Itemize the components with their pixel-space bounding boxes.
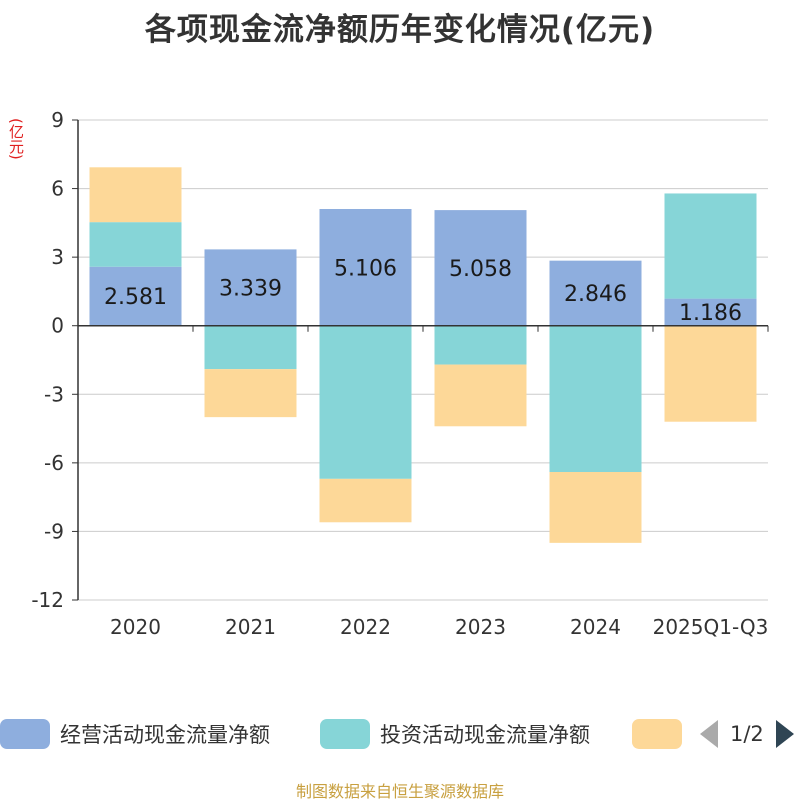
legend-label-investing: 投资活动现金流量净额 bbox=[380, 723, 590, 747]
chart-title: 各项现金流净额历年变化情况(亿元) bbox=[144, 12, 656, 48]
bar-investing-2022 bbox=[319, 325, 412, 479]
bar-operating-2021 bbox=[204, 249, 297, 326]
bar-value-label: 3.339 bbox=[219, 277, 282, 302]
data-source-note: 制图数据来自恒生聚源数据库 bbox=[295, 782, 504, 801]
y-tick-label: -3 bbox=[44, 382, 64, 406]
bar-operating-2024 bbox=[549, 260, 642, 326]
bar-value-label: 1.186 bbox=[679, 301, 742, 326]
next-page-icon[interactable] bbox=[775, 720, 794, 748]
bar-financing-2021 bbox=[204, 369, 297, 418]
bar-financing-2023 bbox=[434, 364, 527, 427]
bar-operating-2020 bbox=[89, 266, 182, 326]
legend-page-indicator: 1/2 bbox=[730, 722, 764, 746]
bar-value-label: 2.581 bbox=[104, 285, 167, 310]
bar-value-label: 2.846 bbox=[564, 282, 627, 307]
legend-swatch-investing bbox=[320, 719, 370, 749]
legend-item-investing[interactable]: 投资活动现金流量净额 bbox=[320, 716, 590, 752]
y-tick-label: 6 bbox=[51, 177, 64, 201]
bar-investing-2025Q1-Q3 bbox=[664, 193, 757, 299]
bar-investing-2024 bbox=[549, 325, 642, 472]
legend-item-financing[interactable] bbox=[632, 716, 692, 752]
y-tick-label: 0 bbox=[51, 314, 64, 338]
bar-financing-2025Q1-Q3 bbox=[664, 325, 757, 422]
legend-label-operating: 经营活动现金流量净额 bbox=[60, 723, 270, 747]
legend: 经营活动现金流量净额 投资活动现金流量净额 bbox=[0, 716, 800, 756]
bar-financing-2024 bbox=[549, 472, 642, 543]
x-tick-label: 2025Q1-Q3 bbox=[653, 615, 769, 639]
y-tick-label: -9 bbox=[44, 519, 64, 543]
bar-financing-2020 bbox=[89, 167, 182, 223]
x-tick-label: 2021 bbox=[225, 615, 276, 639]
bar-value-label: 5.106 bbox=[334, 256, 397, 281]
prev-page-icon[interactable] bbox=[700, 720, 718, 748]
bar-operating-2023 bbox=[434, 210, 527, 326]
legend-item-operating[interactable]: 经营活动现金流量净额 bbox=[0, 716, 270, 752]
bar-operating-2025Q1-Q3 bbox=[664, 298, 757, 326]
y-tick-label: -6 bbox=[44, 451, 64, 475]
bar-investing-2021 bbox=[204, 325, 297, 370]
x-tick-label: 2024 bbox=[570, 615, 621, 639]
y-tick-label: 3 bbox=[51, 245, 64, 269]
y-tick-label: 9 bbox=[51, 108, 64, 132]
y-tick-label: -12 bbox=[31, 588, 64, 612]
legend-pager: 1/2 bbox=[700, 716, 794, 752]
x-tick-label: 2022 bbox=[340, 615, 391, 639]
bar-value-label: 5.058 bbox=[449, 257, 512, 282]
bar-operating-2022 bbox=[319, 209, 412, 326]
bar-investing-2023 bbox=[434, 325, 527, 365]
bar-financing-2022 bbox=[319, 478, 412, 523]
x-tick-label: 2020 bbox=[110, 615, 161, 639]
bar-investing-2020 bbox=[89, 222, 182, 267]
x-tick-label: 2023 bbox=[455, 615, 506, 639]
legend-swatch-operating bbox=[0, 719, 50, 749]
y-axis-unit: (亿元) bbox=[7, 118, 25, 160]
bar-chart: 9 6 3 0 -3 -6 -9 -12 2.581 2020 3.339 2021 5.106 2022… bbox=[31, 108, 769, 639]
legend-swatch-financing bbox=[632, 719, 682, 749]
